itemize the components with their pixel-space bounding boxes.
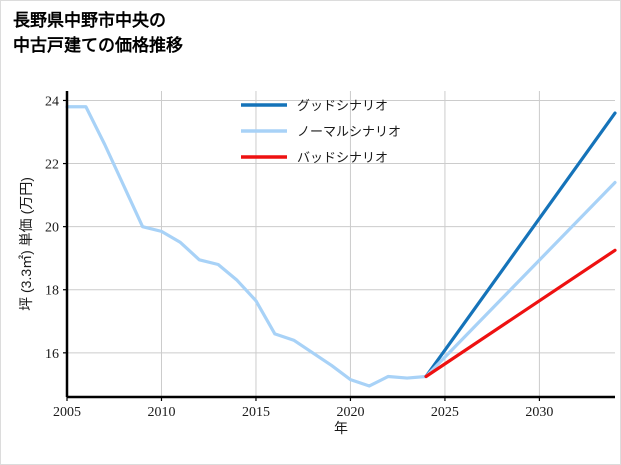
page-title: 長野県中野市中央の 中古戸建ての価格推移: [13, 11, 183, 55]
y-tick-label: 18: [45, 284, 59, 299]
x-tick-label: 2010: [147, 405, 175, 420]
x-tick-labels: 2005 2010 2015 2020 2025 2030: [53, 397, 553, 420]
series-line: [424, 111, 617, 379]
legend-label: バッドシナリオ: [297, 150, 388, 165]
legend-item[interactable]: グッドシナリオ: [241, 98, 388, 113]
y-tick-label: 20: [45, 221, 59, 236]
y-tick-label: 16: [45, 347, 59, 362]
legend-label: ノーマルシナリオ: [297, 124, 401, 139]
series-line: [65, 105, 428, 388]
x-axis-title: 年: [334, 420, 348, 436]
series-layer: [65, 105, 617, 388]
axis-lines: [65, 91, 615, 399]
y-axis-title: 坪 (3.3㎡) 単価 (万円): [18, 177, 34, 311]
y-tick-labels: 16 18 20 22 24: [45, 94, 67, 362]
y-tick-label: 24: [45, 94, 59, 109]
legend-item[interactable]: バッドシナリオ: [241, 150, 388, 165]
legend-label: グッドシナリオ: [297, 98, 388, 113]
series-line: [424, 180, 617, 379]
x-tick-label: 2015: [242, 405, 270, 420]
gridlines: [66, 91, 615, 397]
legend-item[interactable]: ノーマルシナリオ: [241, 124, 401, 139]
x-tick-label: 2025: [431, 405, 459, 420]
x-tick-label: 2020: [336, 405, 364, 420]
y-tick-label: 22: [45, 158, 59, 173]
x-tick-label: 2030: [525, 405, 553, 420]
series-line: [424, 248, 617, 379]
x-tick-label: 2005: [53, 405, 81, 420]
